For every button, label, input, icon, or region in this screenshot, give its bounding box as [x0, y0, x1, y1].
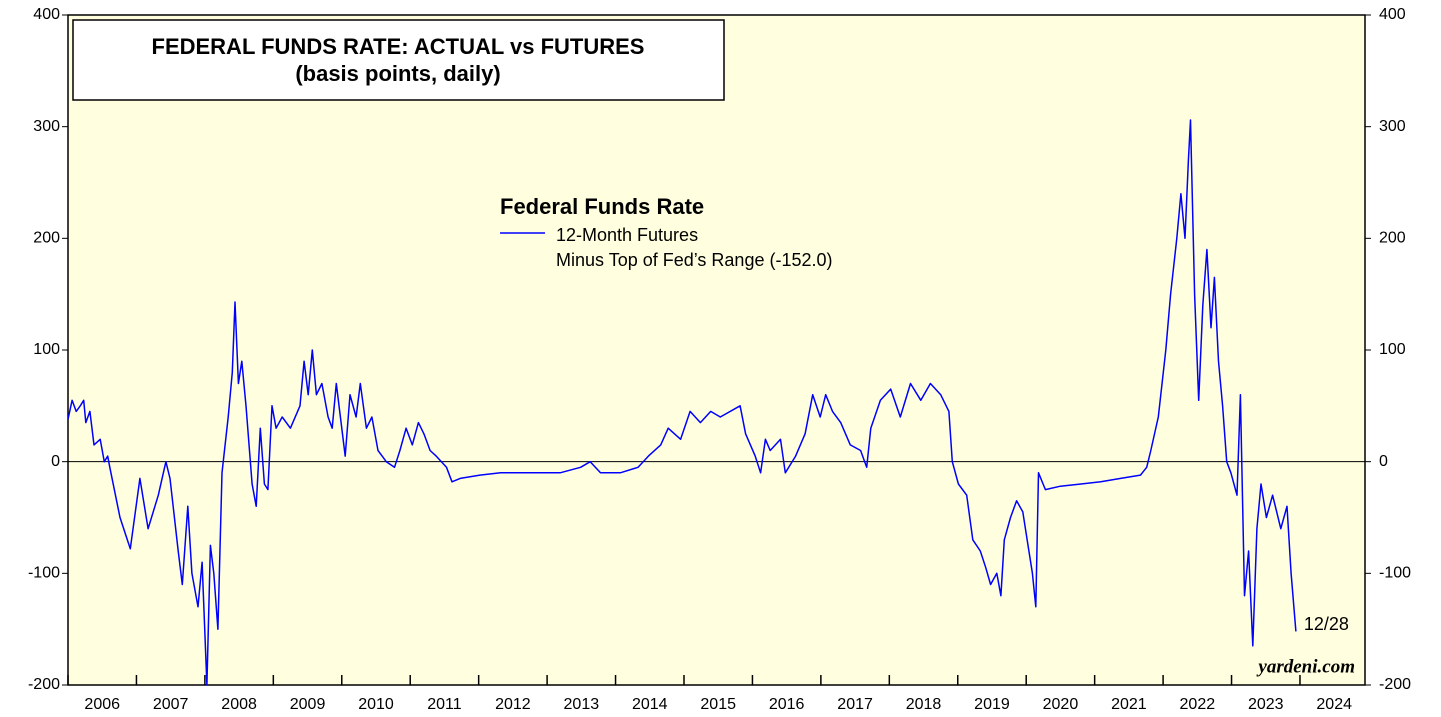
x-tick-label: 2020: [1043, 696, 1079, 713]
watermark: yardeni.com: [1256, 656, 1355, 677]
x-tick-label: 2011: [427, 696, 462, 713]
y-tick-label: 200: [33, 230, 60, 247]
y2-tick-label: 400: [1379, 6, 1406, 23]
x-tick-label: 2023: [1248, 696, 1284, 713]
x-tick-label: 2021: [1111, 696, 1147, 713]
x-tick-label: 2022: [1180, 696, 1216, 713]
y-tick-label: -100: [28, 565, 60, 582]
x-tick-label: 2015: [700, 696, 736, 713]
y-tick-label: 300: [33, 118, 60, 135]
y2-tick-label: 100: [1379, 341, 1406, 358]
x-tick-label: 2009: [290, 696, 326, 713]
y2-tick-label: -100: [1379, 565, 1411, 582]
x-tick-label: 2007: [153, 696, 189, 713]
y-tick-label: 0: [51, 453, 60, 470]
x-tick-label: 2024: [1316, 696, 1352, 713]
legend-title: Federal Funds Rate: [500, 194, 704, 219]
chart-subtitle: (basis points, daily): [295, 61, 500, 86]
y2-tick-label: -200: [1379, 676, 1411, 693]
legend-label: 12-Month Futures: [556, 225, 698, 245]
y-tick-label: 100: [33, 341, 60, 358]
x-tick-label: 2019: [974, 696, 1010, 713]
x-tick-label: 2010: [358, 696, 394, 713]
x-tick-label: 2018: [906, 696, 942, 713]
x-tick-label: 2012: [495, 696, 531, 713]
x-tick-label: 2008: [221, 696, 257, 713]
y-tick-label: 400: [33, 6, 60, 23]
title-box: [72, 19, 725, 101]
x-tick-label: 2017: [837, 696, 873, 713]
x-tick-label: 2014: [632, 696, 668, 713]
plot-area: [67, 14, 1366, 686]
chart-title: FEDERAL FUNDS RATE: ACTUAL vs FUTURES: [152, 34, 645, 59]
y2-tick-label: 300: [1379, 118, 1406, 135]
x-tick-label: 2016: [769, 696, 805, 713]
legend-label: Minus Top of Fed’s Range (-152.0): [556, 250, 833, 270]
y2-tick-label: 200: [1379, 230, 1406, 247]
x-tick-label: 2013: [564, 696, 600, 713]
y2-tick-label: 0: [1379, 453, 1388, 470]
end-label: 12/28: [1304, 614, 1349, 634]
x-tick-label: 2006: [84, 696, 120, 713]
data-line: [67, 119, 1297, 686]
y-tick-label: -200: [28, 676, 60, 693]
